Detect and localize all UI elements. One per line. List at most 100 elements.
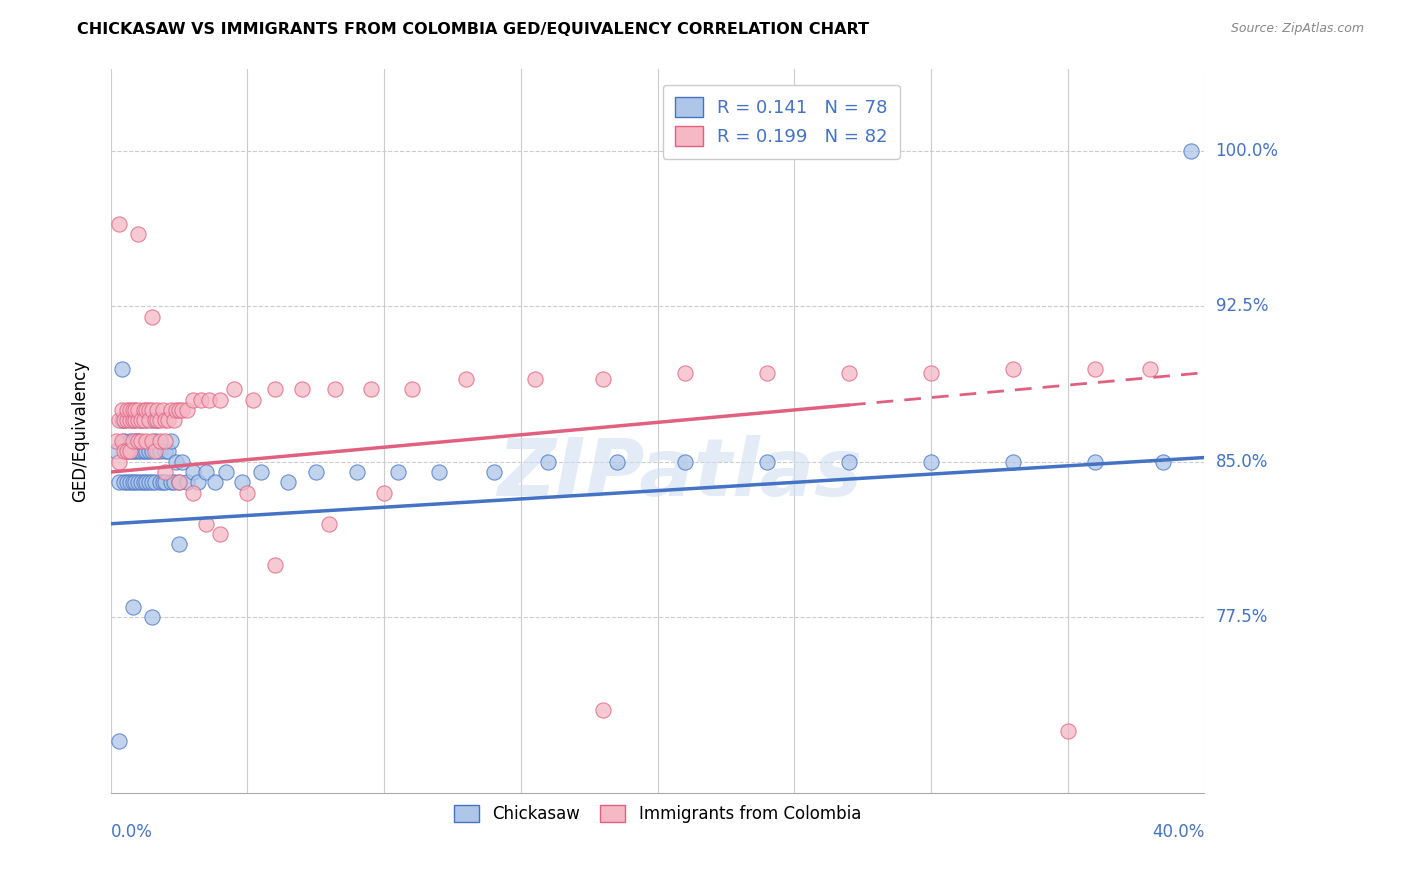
Point: [456, 372, 478, 386]
Text: 77.5%: 77.5%: [1216, 607, 1268, 626]
Point: [114, 475, 136, 490]
Point: [118, 434, 141, 448]
Point: [214, 465, 236, 479]
Point: [523, 372, 546, 386]
Point: [209, 527, 232, 541]
Point: [118, 475, 141, 490]
Text: 100.0%: 100.0%: [1216, 143, 1278, 161]
Point: [121, 413, 143, 427]
Legend: Chickasaw, Immigrants from Colombia: Chickasaw, Immigrants from Colombia: [446, 797, 869, 831]
Point: [146, 403, 169, 417]
Point: [1139, 361, 1161, 376]
Point: [121, 403, 143, 417]
Point: [141, 310, 163, 324]
Point: [346, 465, 368, 479]
Point: [160, 403, 183, 417]
Point: [114, 413, 136, 427]
Point: [129, 413, 152, 427]
Point: [242, 392, 264, 407]
Point: [141, 444, 163, 458]
Point: [318, 516, 340, 531]
Point: [920, 455, 942, 469]
Point: [138, 403, 160, 417]
Point: [305, 465, 328, 479]
Point: [118, 444, 141, 458]
Point: [132, 413, 155, 427]
Point: [176, 475, 198, 490]
Point: [152, 403, 174, 417]
Point: [181, 465, 204, 479]
Point: [129, 413, 152, 427]
Point: [181, 392, 204, 407]
Point: [155, 434, 177, 448]
Point: [143, 413, 166, 427]
Point: [149, 475, 172, 490]
Point: [108, 475, 131, 490]
Point: [111, 361, 134, 376]
Point: [167, 403, 190, 417]
Point: [114, 444, 136, 458]
Point: [1056, 723, 1078, 738]
Point: [111, 403, 134, 417]
Point: [115, 444, 138, 458]
Text: ZIPatlas: ZIPatlas: [496, 435, 862, 513]
Point: [167, 537, 190, 551]
Point: [105, 444, 128, 458]
Point: [231, 475, 253, 490]
Point: [111, 434, 134, 448]
Point: [157, 413, 180, 427]
Point: [401, 382, 423, 396]
Point: [920, 366, 942, 380]
Point: [141, 403, 163, 417]
Point: [108, 413, 131, 427]
Point: [673, 366, 696, 380]
Point: [160, 475, 183, 490]
Point: [138, 475, 160, 490]
Text: CHICKASAW VS IMMIGRANTS FROM COLOMBIA GED/EQUIVALENCY CORRELATION CHART: CHICKASAW VS IMMIGRANTS FROM COLOMBIA GE…: [77, 22, 869, 37]
Point: [115, 413, 138, 427]
Point: [124, 403, 146, 417]
Point: [115, 475, 138, 490]
Text: 40.0%: 40.0%: [1152, 823, 1205, 841]
Point: [108, 217, 131, 231]
Point: [155, 475, 177, 490]
Point: [1001, 361, 1024, 376]
Point: [606, 455, 628, 469]
Point: [1180, 145, 1202, 159]
Point: [129, 434, 152, 448]
Point: [124, 444, 146, 458]
Point: [143, 444, 166, 458]
Point: [236, 485, 259, 500]
Point: [121, 599, 143, 614]
Point: [111, 413, 134, 427]
Point: [149, 444, 172, 458]
Point: [129, 475, 152, 490]
Point: [127, 434, 149, 448]
Point: [132, 444, 155, 458]
Point: [124, 475, 146, 490]
Point: [673, 455, 696, 469]
Point: [163, 475, 186, 490]
Point: [124, 413, 146, 427]
Point: [129, 444, 152, 458]
Point: [167, 475, 190, 490]
Point: [170, 403, 193, 417]
Point: [198, 392, 221, 407]
Point: [141, 413, 163, 427]
Point: [427, 465, 450, 479]
Point: [1152, 455, 1174, 469]
Point: [482, 465, 505, 479]
Point: [108, 734, 131, 748]
Text: 0.0%: 0.0%: [111, 823, 153, 841]
Point: [163, 413, 186, 427]
Point: [146, 444, 169, 458]
Point: [135, 403, 157, 417]
Point: [124, 434, 146, 448]
Point: [195, 516, 218, 531]
Point: [115, 403, 138, 417]
Point: [121, 444, 143, 458]
Point: [195, 465, 218, 479]
Point: [108, 455, 131, 469]
Point: [127, 444, 149, 458]
Point: [250, 465, 273, 479]
